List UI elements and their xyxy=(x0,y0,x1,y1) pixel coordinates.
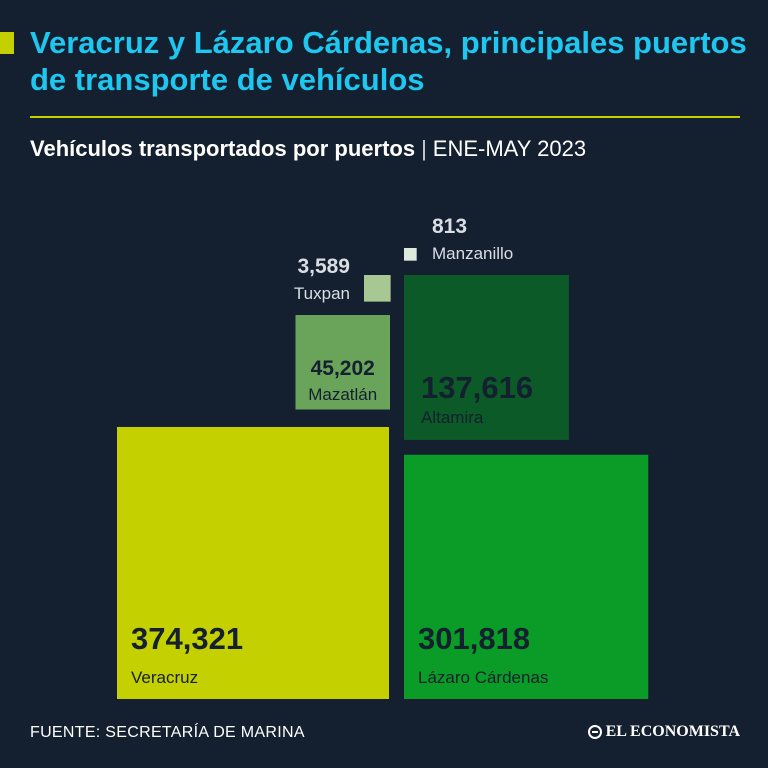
subtitle-text: Vehículos transportados por puertos xyxy=(30,136,416,161)
value-label-manzanillo: 813 xyxy=(432,215,467,238)
name-label-manzanillo: Manzanillo xyxy=(432,244,513,263)
name-label-lazaro-cardenas: Lázaro Cárdenas xyxy=(418,668,548,687)
value-label-tuxpan: 3,589 xyxy=(297,255,350,278)
square-mazatlan xyxy=(295,315,390,410)
square-tuxpan xyxy=(364,275,391,302)
subtitle-separator: | xyxy=(421,136,427,161)
value-label-altamira: 137,616 xyxy=(421,370,533,405)
brand-logo-icon xyxy=(587,725,602,739)
value-label-veracruz: 374,321 xyxy=(131,621,243,656)
square-manzanillo xyxy=(404,248,417,261)
chart-title: Veracruz y Lázaro Cárdenas, principales … xyxy=(30,25,747,97)
subtitle-period: ENE-MAY 2023 xyxy=(432,136,587,161)
title-divider xyxy=(30,116,740,118)
name-label-altamira: Altamira xyxy=(421,408,484,427)
name-label-mazatlan: Mazatlán xyxy=(308,385,377,404)
source-note: FUENTE: SECRETARÍA DE MARINA xyxy=(30,724,305,741)
name-label-veracruz: Veracruz xyxy=(131,668,198,687)
value-label-lazaro-cardenas: 301,818 xyxy=(418,621,530,656)
brand: EL ECONOMISTA xyxy=(587,723,740,741)
value-label-mazatlan: 45,202 xyxy=(311,357,375,380)
chart-subtitle: Vehículos transportados por puertos | ENE-… xyxy=(30,136,586,162)
square-altamira xyxy=(404,275,569,440)
square-lazaro-cardenas xyxy=(404,454,649,699)
title-accent-bar xyxy=(0,32,14,54)
brand-name: EL ECONOMISTA xyxy=(605,723,740,740)
square-veracruz xyxy=(117,427,389,699)
name-label-tuxpan: Tuxpan xyxy=(294,284,350,303)
